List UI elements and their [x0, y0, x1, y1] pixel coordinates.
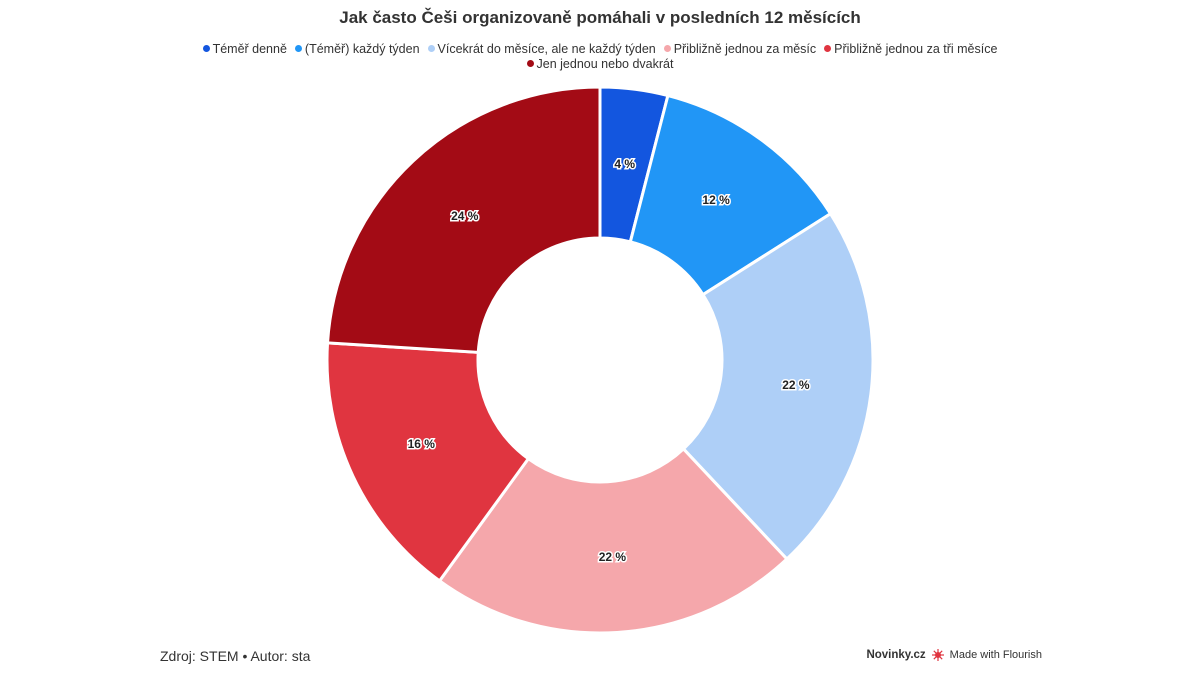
legend-label: (Téměř) každý týden	[304, 42, 420, 56]
legend-label: Přibližně jednou za měsíc	[673, 42, 817, 56]
legend-item[interactable]: Přibližně jednou za tři měsíce	[824, 42, 997, 57]
slice-label: 12 %	[702, 193, 730, 207]
slice-label: 22 %	[782, 378, 810, 392]
slice-label: 22 %	[599, 550, 627, 564]
donut-slice[interactable]	[437, 446, 790, 635]
legend-swatch	[824, 45, 832, 52]
footer-brand: Novinky.cz Made with Flourish	[866, 649, 1042, 661]
legend-item[interactable]: (Téměř) každý týden	[294, 42, 420, 57]
flourish-logo-icon	[931, 649, 944, 661]
legend-swatch	[526, 60, 534, 67]
legend-label: Vícekrát do měsíce, ale ne každý týden	[437, 42, 656, 56]
footer-source: Zdroj: STEM • Autor: sta	[160, 648, 311, 664]
slice-label: 24 %	[451, 209, 479, 223]
legend-item[interactable]: Vícekrát do měsíce, ale ne každý týden	[427, 42, 656, 57]
slice-label: 4 %	[614, 157, 635, 171]
legend-label: Téměř denně	[212, 42, 287, 56]
slice-label: 16 %	[408, 437, 436, 451]
legend-item[interactable]: Téměř denně	[202, 42, 287, 57]
legend-item[interactable]: Jen jednou nebo dvakrát	[526, 57, 674, 72]
legend-swatch	[202, 45, 210, 52]
donut-slice[interactable]	[325, 85, 602, 354]
legend-swatch	[663, 45, 671, 52]
donut-slice[interactable]	[681, 211, 875, 562]
legend-swatch	[294, 45, 302, 52]
brand-name[interactable]: Novinky.cz	[866, 649, 926, 661]
legend-item[interactable]: Přibližně jednou za měsíc	[663, 42, 817, 57]
legend-swatch	[427, 45, 435, 52]
legend-label: Jen jednou nebo dvakrát	[536, 57, 674, 71]
legend-label: Přibližně jednou za tři měsíce	[834, 42, 998, 56]
made-with-flourish[interactable]: Made with Flourish	[949, 649, 1042, 661]
legend: Téměř denně (Téměř) každý týden Vícekrát d…	[190, 42, 1010, 72]
chart-title: Jak často Češi organizovaně pomáhali v p…	[339, 8, 861, 27]
donut-slice[interactable]	[325, 341, 531, 583]
